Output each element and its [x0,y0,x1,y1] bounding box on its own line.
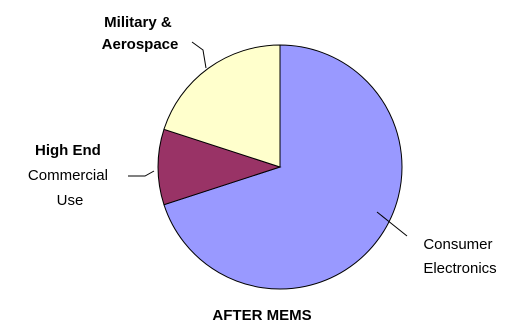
label-consumer-line2: Electronics [423,260,496,277]
pie-slice-military-aerospace [163,44,281,168]
pie-slice-consumer-electronics [163,44,403,290]
label-consumer-line1: Consumer [423,236,492,253]
leader-line-high-end-commercial [128,170,155,177]
pie-slice-high-end-commercial-use [157,128,282,206]
label-high-end-commercial-use: High End Commercial Use [28,142,112,209]
label-high-end-line3: Use [57,192,84,209]
label-military-aerospace-line1: Military & [104,14,172,31]
leader-line-consumer-electronics [376,211,408,237]
label-military-aerospace: Military & Aerospace [102,14,179,53]
chart-title: AFTER MEMS [212,307,311,324]
label-high-end-line1: High End [35,142,101,159]
leader-line-military-aerospace [191,41,207,69]
label-military-aerospace-line2: Aerospace [102,36,179,53]
pie-slices [157,44,403,290]
label-consumer-electronics: Consumer Electronics [423,236,496,277]
label-high-end-line2: Commercial [28,167,108,184]
